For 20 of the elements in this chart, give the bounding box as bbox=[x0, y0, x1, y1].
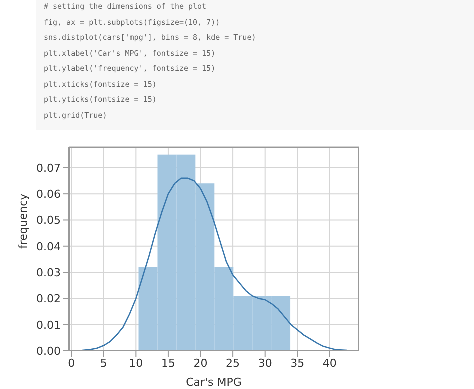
x-tick-label: 30 bbox=[258, 356, 272, 370]
y-tick-label: 0.02 bbox=[36, 292, 61, 306]
x-tick-label: 10 bbox=[129, 356, 144, 370]
y-tick-label: 0.01 bbox=[36, 318, 61, 332]
y-tick-label: 0.06 bbox=[36, 188, 61, 201]
x-tick-label: 40 bbox=[322, 356, 337, 370]
x-tick-label: 20 bbox=[194, 356, 208, 370]
y-tick-label: 0.00 bbox=[36, 344, 61, 358]
y-tick-label: 0.07 bbox=[36, 162, 61, 175]
y-tick-label: 0.03 bbox=[36, 266, 61, 280]
line-series bbox=[82, 178, 348, 351]
y-tick-label: 0.05 bbox=[36, 214, 61, 228]
x-tick-label: 0 bbox=[68, 356, 76, 370]
y-axis-title: frequency bbox=[16, 193, 30, 249]
x-tick-label: 5 bbox=[100, 356, 108, 370]
x-axis-title: Car's MPG bbox=[186, 376, 242, 389]
x-tick-label: 15 bbox=[161, 356, 176, 370]
x-tick-label: 25 bbox=[226, 356, 240, 370]
x-tick-label: 35 bbox=[290, 356, 305, 370]
y-tick-label: 0.04 bbox=[36, 240, 61, 254]
